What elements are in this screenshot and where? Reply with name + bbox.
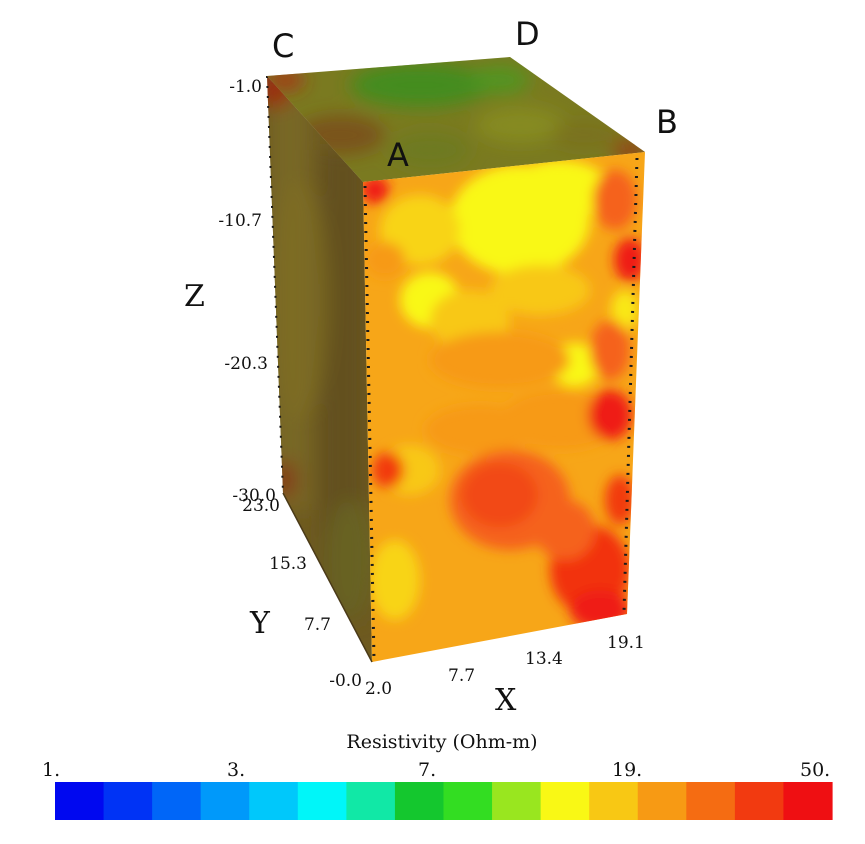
- colorbar-swatch: [103, 782, 153, 820]
- x-tick-label: 2.0: [365, 679, 392, 699]
- colorbar-swatch: [540, 782, 590, 820]
- colorbar: Resistivity (Ohm-m) 1. 3. 7. 19. 50.: [42, 731, 833, 820]
- colorbar-swatch: [637, 782, 687, 820]
- z-tick-label: -1.0: [229, 77, 262, 97]
- z-tick-label: -20.3: [224, 354, 268, 374]
- x-tick-label: 7.7: [448, 666, 475, 686]
- colorbar-swatch: [152, 782, 202, 820]
- colorbar-swatch: [297, 782, 347, 820]
- x-tick-label: 19.1: [607, 633, 645, 653]
- z-axis-title: Z: [184, 279, 205, 314]
- corner-label-a: A: [387, 136, 409, 174]
- colorbar-swatch: [734, 782, 785, 820]
- colorbar-swatch: [686, 782, 736, 820]
- z-axis: Z -1.0 -10.7 -20.3 -30.0: [184, 77, 276, 506]
- x-axis-title: X: [495, 683, 517, 718]
- colorbar-swatch: [589, 782, 639, 820]
- colorbar-tick-label: 19.: [612, 759, 642, 781]
- colorbar-tick-label: 50.: [800, 759, 830, 781]
- z-tick-label: -30.0: [232, 486, 276, 506]
- colorbar-swatch: [346, 782, 396, 820]
- y-tick-label: -0.0: [329, 671, 362, 691]
- y-axis: Y 23.0 15.3 7.7 -0.0: [242, 496, 362, 691]
- colorbar-tick-label: 3.: [227, 759, 245, 781]
- corner-label-c: C: [272, 27, 294, 65]
- z-tick-label: -10.7: [218, 211, 262, 231]
- corner-label-b: B: [656, 103, 678, 141]
- colorbar-title: Resistivity (Ohm-m): [346, 731, 537, 753]
- x-tick-label: 13.4: [525, 649, 563, 669]
- y-tick-label: 7.7: [304, 615, 331, 635]
- bottom-left-edge: [282, 492, 373, 663]
- colorbar-swatches: [55, 782, 833, 820]
- colorbar-swatch: [55, 782, 105, 820]
- front-face: [363, 152, 645, 662]
- colorbar-swatch: [394, 782, 445, 820]
- corner-label-d: D: [515, 15, 540, 53]
- colorbar-swatch: [249, 782, 299, 820]
- y-axis-title: Y: [249, 606, 271, 641]
- top-face: [267, 57, 645, 182]
- colorbar-swatch: [783, 782, 833, 820]
- y-tick-label: 23.0: [242, 496, 280, 516]
- y-tick-label: 15.3: [269, 554, 307, 574]
- colorbar-swatch: [200, 782, 250, 820]
- colorbar-swatch: [443, 782, 493, 820]
- x-axis: X 2.0 7.7 13.4 19.1: [365, 633, 645, 718]
- colorbar-tick-label: 7.: [418, 759, 436, 781]
- colorbar-swatch: [492, 782, 542, 820]
- colorbar-tick-label: 1.: [42, 759, 60, 781]
